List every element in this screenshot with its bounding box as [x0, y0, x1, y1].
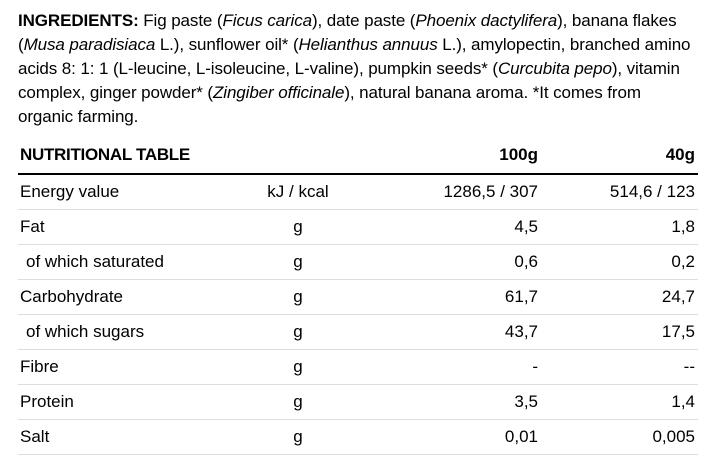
table-row: of which sugars g 43,7 17,5 — [18, 315, 698, 350]
table-row: Protein g 3,5 1,4 — [18, 385, 698, 420]
table-row: Carbohydrate g 61,7 24,7 — [18, 280, 698, 315]
row-value-100g: - — [532, 357, 538, 376]
table-row: Fat g 4,5 1,8 — [18, 210, 698, 245]
ingredients-text-segment: ), date paste ( — [311, 11, 416, 30]
ingredients-text: Fig paste (Ficus carica), date paste (Ph… — [18, 11, 691, 126]
row-value-40g: 1,4 — [671, 392, 695, 411]
nutritional-table-header-row: NUTRITIONAL TABLE 100g 40g — [18, 136, 698, 175]
row-label: Salt — [20, 427, 50, 446]
column-header-40g: 40g — [665, 144, 695, 164]
ingredients-paragraph: INGREDIENTS: Fig paste (Ficus carica), d… — [18, 9, 698, 129]
table-row: Energy value kJ / kcal 1286,5 / 307 514,… — [18, 175, 698, 210]
ingredients-text-segment: L.), sunflower oil* ( — [155, 35, 299, 54]
ingredients-label: INGREDIENTS: — [18, 11, 139, 30]
row-value-40g: -- — [683, 357, 695, 376]
latin-name-italic: Phoenix dactylifera — [415, 11, 558, 30]
table-title: NUTRITIONAL TABLE — [20, 144, 190, 164]
table-row: of which saturated g 0,6 0,2 — [18, 245, 698, 280]
ingredients-text-segment: ), banana flakes ( — [18, 11, 677, 54]
row-value-40g: 24,7 — [661, 287, 695, 306]
row-value-100g: 43,7 — [504, 322, 538, 341]
latin-name-italic: Musa paradisiaca — [23, 35, 156, 54]
latin-name-italic: Zingiber officinale — [212, 83, 345, 102]
row-unit: g — [293, 287, 303, 306]
row-unit: g — [293, 392, 303, 411]
row-unit: g — [293, 427, 303, 446]
table-row: Salt g 0,01 0,005 — [18, 420, 698, 455]
row-label: Fat — [20, 217, 45, 236]
row-label: of which sugars — [26, 322, 145, 341]
row-value-100g: 1286,5 / 307 — [443, 182, 538, 201]
row-label: of which saturated — [26, 252, 164, 271]
row-unit: kJ / kcal — [267, 182, 329, 201]
row-value-100g: 4,5 — [514, 217, 538, 236]
row-label: Protein — [20, 392, 74, 411]
row-value-40g: 514,6 / 123 — [609, 182, 695, 201]
row-value-100g: 0,01 — [504, 427, 538, 446]
latin-name-italic: Curcubita pepo — [497, 59, 612, 78]
row-unit: g — [293, 217, 303, 236]
row-label: Carbohydrate — [20, 287, 124, 306]
nutritional-table-body: Energy value kJ / kcal 1286,5 / 307 514,… — [18, 175, 698, 455]
row-value-40g: 17,5 — [661, 322, 695, 341]
row-value-40g: 1,8 — [671, 217, 695, 236]
latin-name-italic: Ficus carica — [222, 11, 312, 30]
row-value-100g: 61,7 — [504, 287, 538, 306]
nutritional-table: NUTRITIONAL TABLE 100g 40g Energy value … — [18, 136, 698, 455]
row-value-40g: 0,2 — [671, 252, 695, 271]
row-label: Energy value — [20, 182, 120, 201]
column-header-100g: 100g — [499, 144, 538, 164]
row-unit: g — [293, 322, 303, 341]
ingredients-text-segment: ), vitamin complex, ginger powder* ( — [18, 59, 680, 102]
row-value-100g: 0,6 — [514, 252, 538, 271]
latin-name-italic: Helianthus annuus — [298, 35, 438, 54]
ingredients-text-segment: Fig paste ( — [143, 11, 223, 30]
row-value-100g: 3,5 — [514, 392, 538, 411]
row-unit: g — [293, 252, 303, 271]
row-value-40g: 0,005 — [652, 427, 695, 446]
ingredients-text-segment: ), natural banana aroma. *It comes from … — [18, 83, 641, 126]
table-row: Fibre g - -- — [18, 350, 698, 385]
row-unit: g — [293, 357, 303, 376]
ingredients-text-segment: L.), amylopectin, branched amino acids 8… — [18, 35, 691, 78]
row-label: Fibre — [20, 357, 59, 376]
